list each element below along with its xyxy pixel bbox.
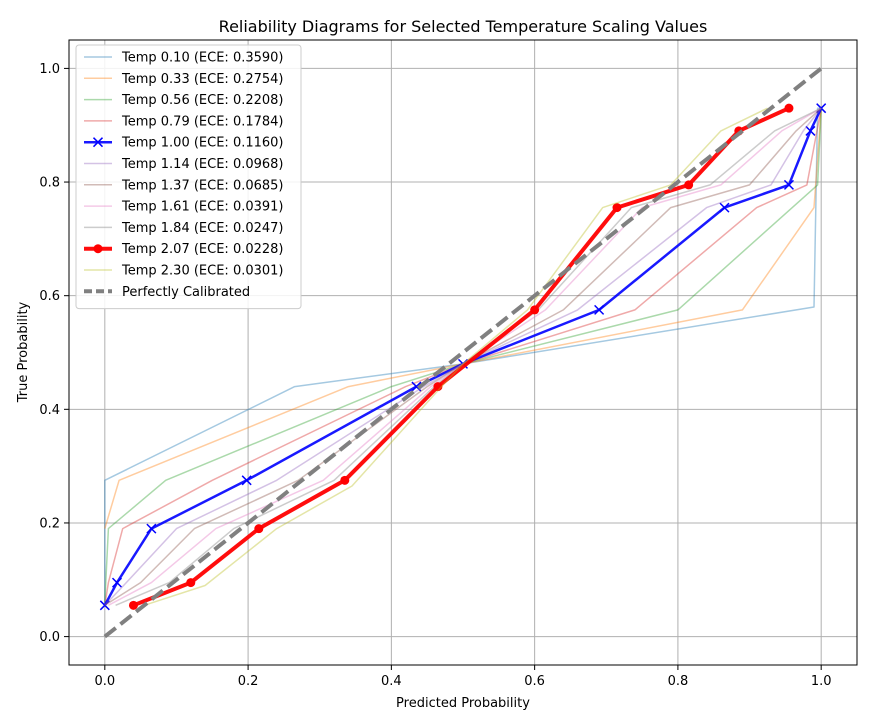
- series-temp-1-14-ece-0-0968: [104, 107, 822, 606]
- legend-item: Temp 1.14 (ECE: 0.0968): [84, 157, 284, 172]
- data-point: [719, 202, 730, 213]
- legend-label: Temp 0.10 (ECE: 0.3590): [121, 51, 284, 66]
- legend-item: Temp 1.61 (ECE: 0.0391): [84, 200, 284, 215]
- data-point: [128, 600, 138, 610]
- series-temp-2-07-ece-0-0228: [128, 103, 794, 610]
- data-point: [146, 523, 157, 534]
- legend-label: Temp 0.56 (ECE: 0.2208): [121, 93, 284, 108]
- y-tick-label: 0.4: [39, 403, 60, 418]
- series-temp-0-10-ece-0-3590: [104, 107, 822, 606]
- legend-label: Temp 1.14 (ECE: 0.0968): [121, 157, 284, 172]
- legend-label: Temp 0.33 (ECE: 0.2754): [121, 72, 284, 87]
- legend-item: Temp 2.30 (ECE: 0.0301): [84, 264, 284, 279]
- legend-label: Temp 1.84 (ECE: 0.0247): [121, 221, 284, 236]
- series-line: [104, 107, 822, 606]
- data-point: [186, 578, 196, 588]
- series-line: [103, 66, 823, 639]
- data-point: [784, 103, 794, 113]
- y-tick-label: 1.0: [39, 62, 60, 77]
- legend-marker: [93, 244, 103, 254]
- data-point: [612, 203, 622, 213]
- x-tick-label: 1.0: [811, 674, 832, 689]
- data-point: [111, 577, 123, 588]
- data-point: [254, 524, 264, 534]
- legend-marker: [92, 137, 104, 148]
- data-point: [241, 475, 252, 486]
- legend-item: Temp 0.79 (ECE: 0.1784): [84, 114, 284, 129]
- series-temp-1-37-ece-0-0685: [104, 107, 822, 606]
- series-line: [104, 108, 822, 603]
- data-point: [805, 125, 816, 136]
- ticks: 0.0 0.2 0.4 0.6 0.8 1.0 0.0 0.2 0.4 0.6 0.8 1.0: [39, 62, 831, 689]
- series-temp-1-84-ece-0-0247: [115, 107, 822, 606]
- x-tick-label: 0.2: [238, 674, 259, 689]
- y-tick-label: 0.2: [39, 516, 60, 531]
- legend-item: Temp 0.33 (ECE: 0.2754): [84, 72, 284, 87]
- x-tick-label: 0.0: [94, 674, 115, 689]
- legend-label: Temp 1.61 (ECE: 0.0391): [121, 200, 284, 215]
- data-point: [99, 600, 110, 611]
- legend-item: Temp 1.37 (ECE: 0.0685): [84, 178, 284, 193]
- legend: Temp 0.10 (ECE: 0.3590) Temp 0.33 (ECE: 0…: [75, 44, 302, 310]
- chart-title: Reliability Diagrams for Selected Temper…: [219, 17, 708, 36]
- legend-label: Temp 0.79 (ECE: 0.1784): [121, 114, 284, 129]
- data-point: [530, 305, 540, 315]
- series-temp-0-56-ece-0-2208: [104, 108, 822, 603]
- legend-label: Temp 1.37 (ECE: 0.0685): [121, 178, 284, 193]
- data-point: [783, 179, 794, 190]
- legend-item: Temp 1.84 (ECE: 0.0247): [84, 221, 284, 236]
- data-point: [340, 475, 350, 485]
- data-point: [684, 180, 694, 190]
- data-point: [816, 103, 827, 114]
- plot-frame: [68, 39, 858, 666]
- series-line: [115, 107, 822, 606]
- x-tick-label: 0.4: [381, 674, 402, 689]
- legend-label: Temp 2.30 (ECE: 0.0301): [121, 264, 284, 279]
- legend-item: Temp 0.10 (ECE: 0.3590): [84, 51, 284, 66]
- series-line: [132, 106, 790, 608]
- legend-item: Temp 2.07 (ECE: 0.0228): [84, 242, 284, 257]
- x-tick-label: 0.8: [668, 674, 689, 689]
- series-line: [143, 107, 768, 607]
- legend-item: Temp 0.56 (ECE: 0.2208): [84, 93, 284, 108]
- series-perfectly-calibrated: [103, 66, 823, 639]
- series-group: [99, 66, 827, 639]
- data-point: [594, 304, 605, 315]
- y-tick-label: 0.6: [39, 289, 60, 304]
- grid: [69, 40, 857, 665]
- legend-item: Perfectly Calibrated: [84, 285, 250, 300]
- legend-box: [75, 44, 302, 310]
- series-line: [104, 107, 822, 606]
- legend-label: Temp 2.07 (ECE: 0.0228): [121, 242, 284, 257]
- y-tick-label: 0.0: [39, 630, 60, 645]
- legend-item: Temp 1.00 (ECE: 0.1160): [84, 136, 284, 151]
- series-temp-1-61-ece-0-0391: [108, 107, 822, 606]
- data-point: [433, 382, 443, 392]
- series-line: [104, 107, 822, 606]
- y-axis-label: True Probability: [16, 301, 31, 403]
- series-temp-2-30-ece-0-0301: [143, 107, 768, 607]
- y-tick-label: 0.8: [39, 176, 60, 191]
- x-tick-label: 0.6: [524, 674, 545, 689]
- legend-label: Temp 1.00 (ECE: 0.1160): [121, 136, 284, 151]
- series-line: [108, 107, 822, 606]
- legend-label: Perfectly Calibrated: [122, 285, 250, 300]
- x-axis-label: Predicted Probability: [396, 696, 530, 711]
